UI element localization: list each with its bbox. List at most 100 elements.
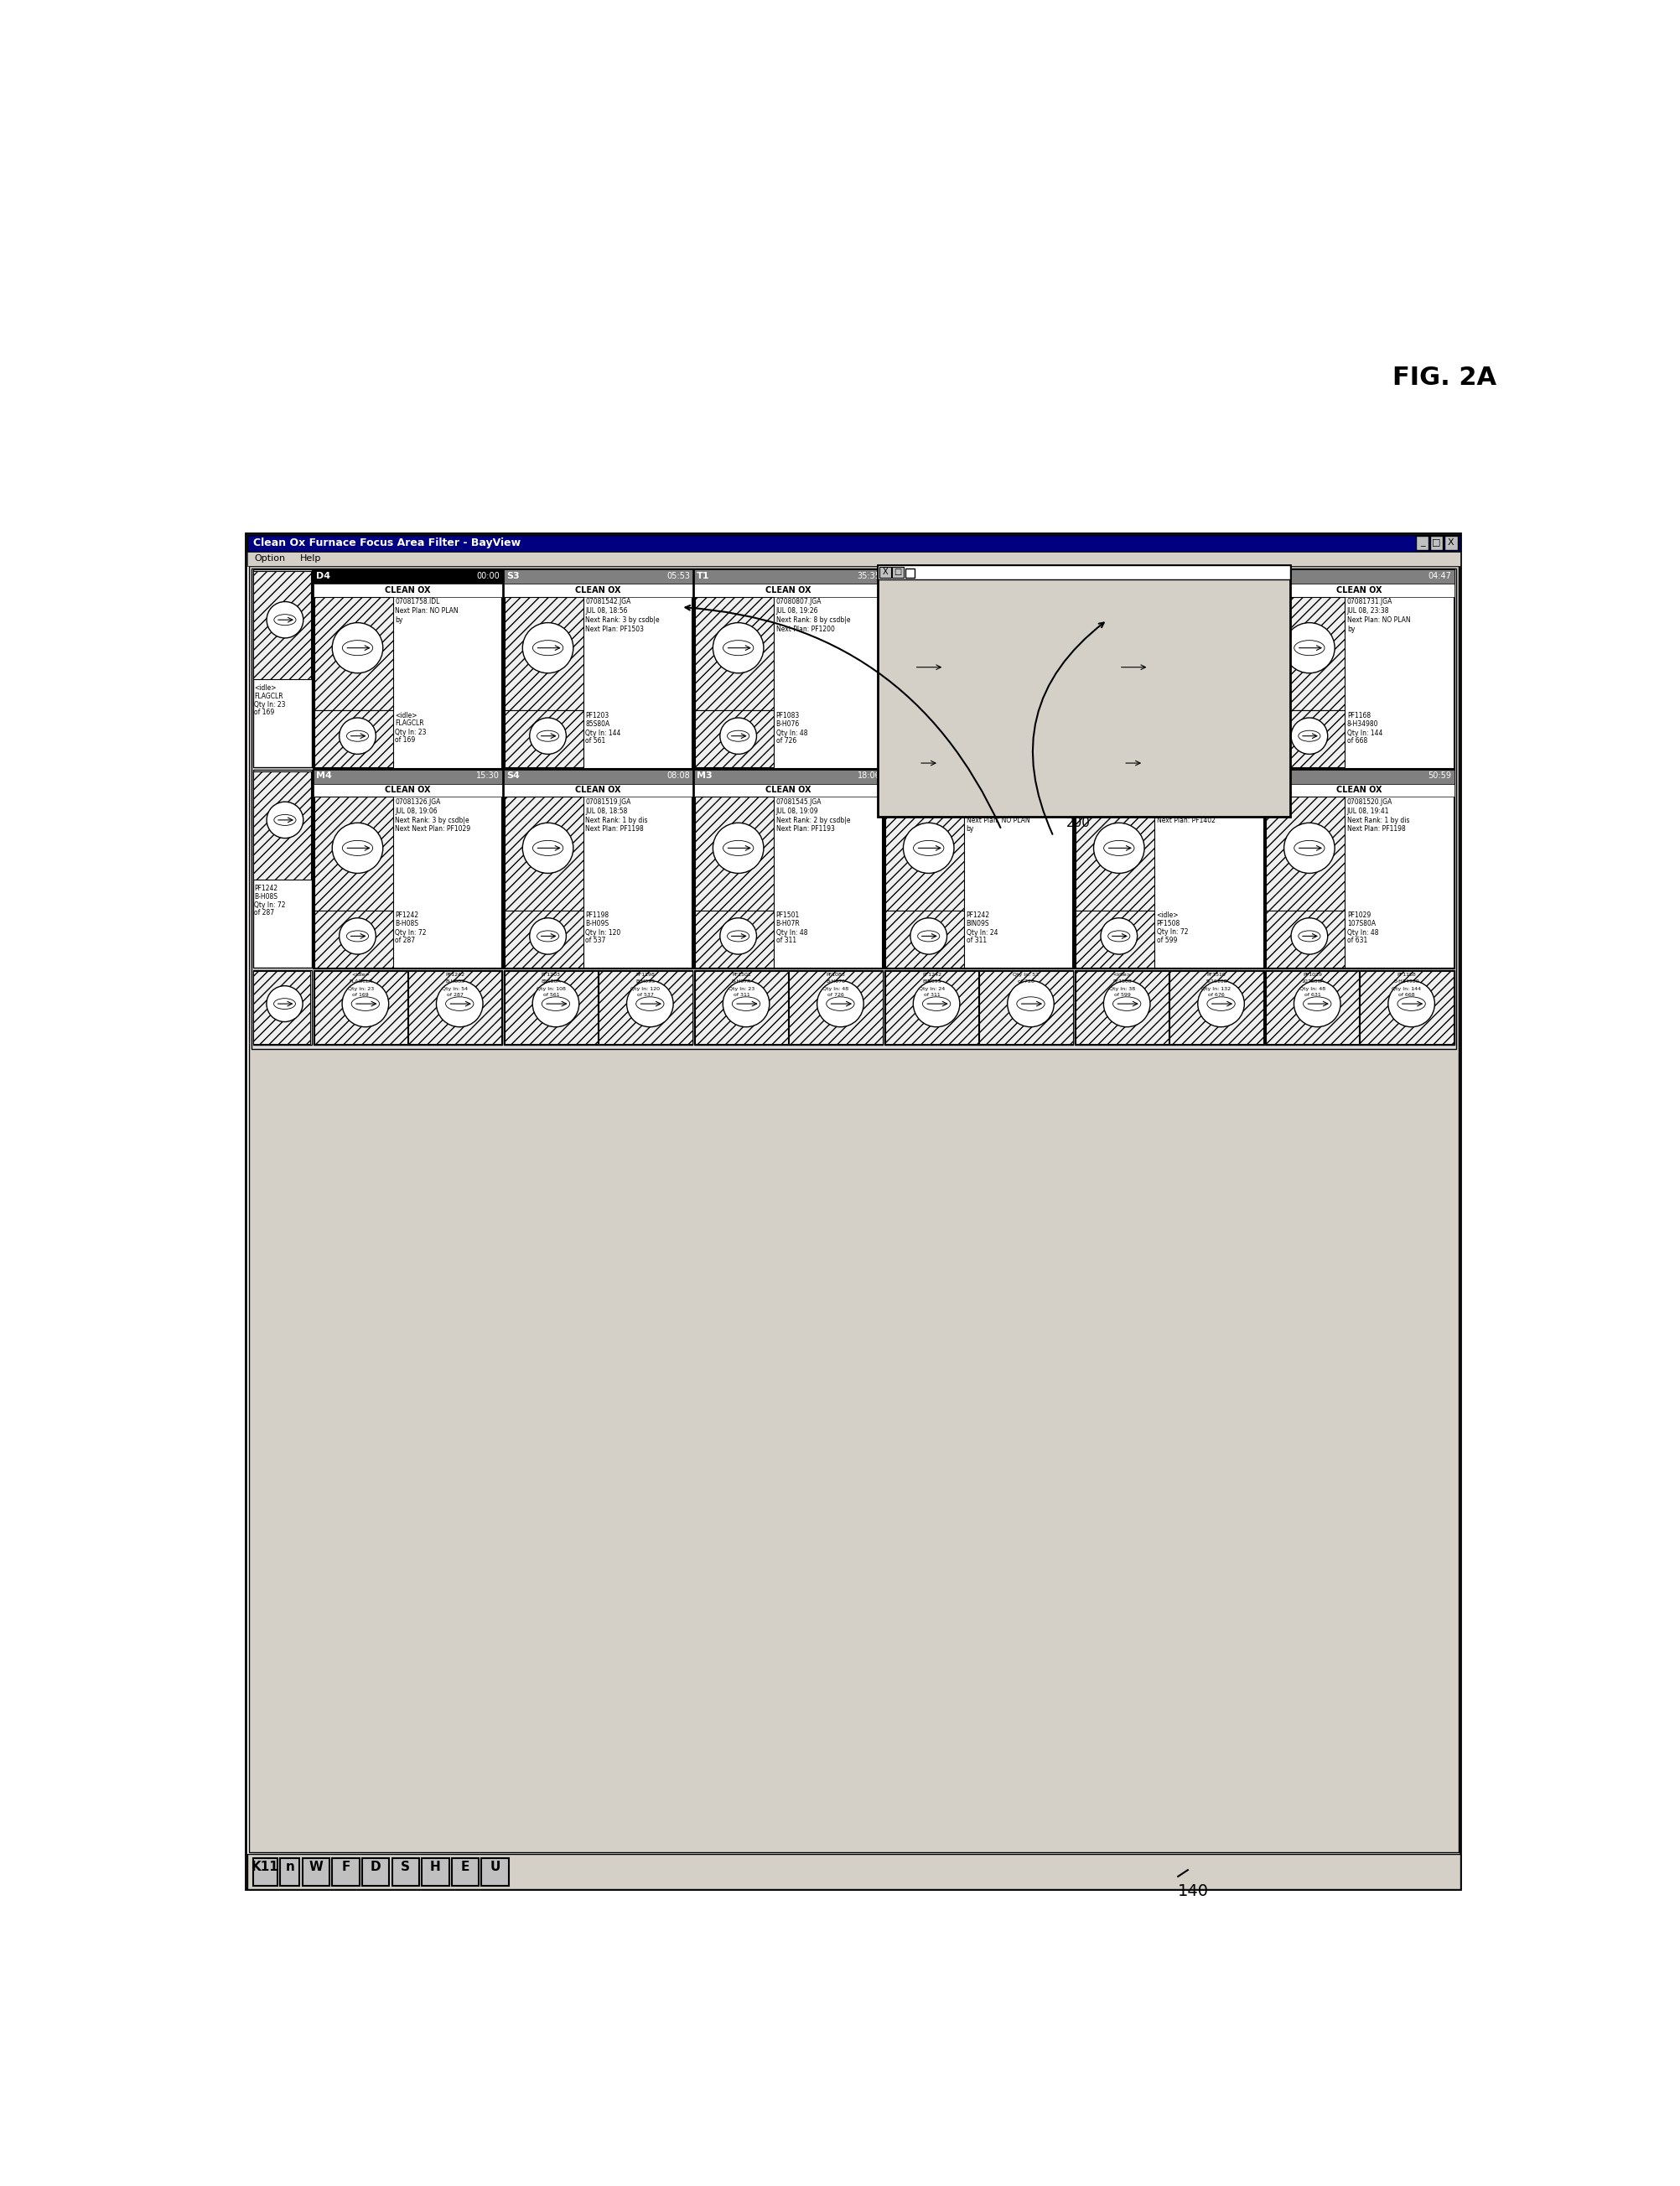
Circle shape [522,623,573,673]
Bar [885,710,964,767]
Text: 07081731.JGA: 07081731.JGA [1347,599,1393,606]
Text: Qty In: 23: Qty In: 23 [729,986,754,990]
Bar [247,551,1460,566]
Text: 00:00: 00:00 [1238,772,1262,780]
Bar [694,571,884,769]
Text: Next Rank: 2 by csdb|e: Next Rank: 2 by csdb|e [1173,630,1247,636]
Text: H: H [430,1860,440,1873]
Text: <idle>: <idle> [1114,973,1131,977]
Text: JUL 08, 19:09: JUL 08, 19:09 [776,807,818,815]
Bar [892,566,904,577]
Text: Qty In: 60: Qty In: 60 [968,756,1000,763]
Circle shape [1198,982,1245,1027]
Circle shape [904,623,954,673]
Text: of 676: of 676 [1208,992,1225,997]
Text: Qty In: 72: Qty In: 72 [1156,929,1188,936]
Circle shape [900,640,956,695]
Bar [247,1854,1460,1889]
Text: PF1510: PF1510 [1156,713,1181,719]
Text: Next Rank: 1 by dis: Next Rank: 1 by dis [586,815,648,824]
Text: of 599: of 599 [1156,936,1178,944]
Bar [312,769,502,785]
Bar [247,536,1460,551]
Text: CLEAN OX: CLEAN OX [385,787,430,794]
Text: Qty In: 120: Qty In: 120 [586,929,622,938]
Bar [880,610,966,737]
Circle shape [529,717,566,754]
Bar [694,971,788,1043]
Circle shape [911,717,948,754]
Text: 00:00: 00:00 [477,571,499,579]
Bar [504,571,692,769]
Text: of 287: of 287 [395,938,415,944]
Text: of 631: of 631 [1304,992,1320,997]
Text: B-H07R: B-H07R [776,920,800,927]
Text: PF1198: PF1198 [586,912,610,920]
Bar [694,971,884,1045]
Text: JUL 08, 18:56: JUL 08, 18:56 [586,608,628,614]
Text: B-H076: B-H076 [827,979,845,984]
Bar [906,568,914,577]
Bar [422,1858,449,1887]
Text: S1: S1 [1077,772,1090,780]
Text: CLEAN OX: CLEAN OX [959,599,1005,608]
Circle shape [721,918,756,955]
Text: Next Plan: NO PLAN: Next Plan: NO PLAN [395,608,459,614]
Circle shape [1094,623,1144,673]
Text: 05:20: 05:20 [1047,772,1070,780]
Bar [504,912,583,968]
Bar [1075,584,1263,597]
Text: Qty In: 52: Qty In: 52 [966,730,998,737]
Bar [1075,769,1263,968]
Text: PF1029: PF1029 [1304,973,1322,977]
Text: by: by [1156,625,1164,632]
Bar [694,584,884,597]
Bar [694,710,774,767]
Text: Qty In: 48: Qty In: 48 [823,986,848,990]
Circle shape [333,623,383,673]
Bar [245,533,1460,1889]
Text: B-H09S: B-H09S [586,920,610,927]
Text: U: U [491,1860,501,1873]
Bar [312,769,502,968]
Circle shape [721,717,756,754]
Bar [312,584,502,597]
Text: Next Plan: PF1198: Next Plan: PF1198 [1173,638,1231,645]
Bar [694,769,884,968]
Text: Next Plan: PF1402: Next Plan: PF1402 [1156,815,1215,824]
Text: S4: S4 [506,772,519,780]
Bar [885,597,964,710]
Circle shape [1094,822,1144,872]
Bar [694,798,774,912]
Bar [1169,971,1263,1043]
Text: of 561: of 561 [543,992,559,997]
Bar [884,785,1074,798]
Text: PF1242: PF1242 [445,973,465,977]
Bar [314,710,393,767]
Text: of 169: of 169 [254,708,274,717]
Text: Next Plan: PF1198: Next Plan: PF1198 [586,826,643,833]
Bar [885,971,978,1043]
Text: PF1501: PF1501 [732,973,751,977]
Text: T1: T1 [697,571,709,579]
Bar [1075,597,1154,710]
Text: Qty In: 23: Qty In: 23 [395,728,427,737]
Circle shape [343,982,388,1027]
Text: Qty In: 132: Qty In: 132 [1201,986,1231,990]
Circle shape [1290,918,1327,955]
Text: Clean Ox Furnace Focus Area Filter - BayView: Clean Ox Furnace Focus Area Filter - Bay… [254,538,521,549]
Text: 04:51: 04:51 [1238,571,1262,579]
Text: of 631: of 631 [1347,938,1368,944]
Text: Qty In: 24: Qty In: 24 [919,986,944,990]
Text: of 169: of 169 [353,992,370,997]
Text: Qty In: 24: Qty In: 24 [966,929,998,938]
Bar [504,571,692,584]
Text: CLEAN OX: CLEAN OX [956,586,1001,595]
Text: Next Rank: 2 by csdb|e: Next Rank: 2 by csdb|e [776,815,850,824]
Bar [884,571,1074,584]
Text: <idle>: <idle> [351,973,370,977]
Text: S: S [402,1860,410,1873]
Text: of 726: of 726 [966,737,986,745]
Text: CLEAN OX: CLEAN OX [766,787,811,794]
Text: 85S80A: 85S80A [541,979,561,984]
